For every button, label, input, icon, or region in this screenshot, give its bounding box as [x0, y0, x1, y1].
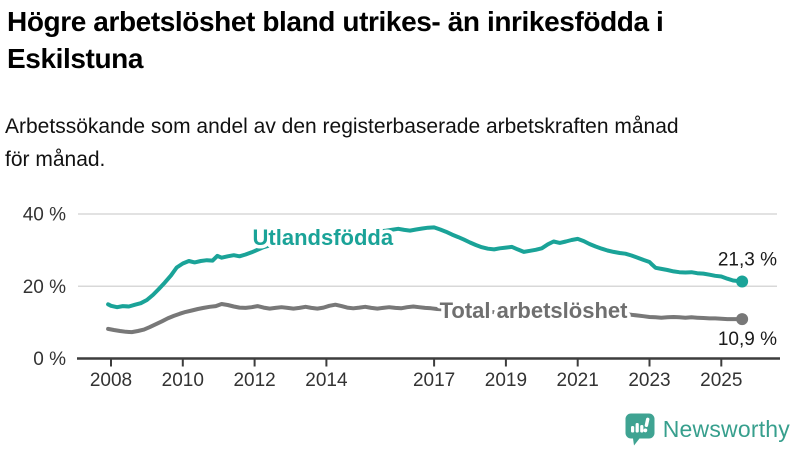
x-tick-label: 2025	[700, 370, 742, 391]
x-tick-label: 2017	[413, 370, 455, 391]
series-line-utlandsfodda	[106, 225, 745, 310]
newsworthy-logo: Newsworthy	[625, 413, 790, 446]
y-tick-label: 20 %	[23, 277, 66, 298]
series-end-dot	[736, 313, 749, 326]
y-tick-label: 40 %	[23, 205, 66, 226]
chart-subtitle: Arbetssökande som andel av den registerb…	[5, 115, 679, 171]
x-tick-label: 2019	[485, 370, 527, 391]
x-tick-label: 2008	[90, 370, 132, 391]
series-end-value-label: 21,3 %	[718, 250, 777, 271]
series-end-value-label: 10,9 %	[718, 329, 777, 350]
series-end-dot	[736, 275, 749, 288]
x-tick-label: 2023	[628, 370, 670, 391]
x-tick-label: 2014	[305, 370, 348, 391]
x-tick-label: 2012	[233, 370, 275, 391]
y-tick-label: 0 %	[33, 349, 66, 370]
series-label-utlandsfodda: Utlandsfödda	[253, 225, 394, 250]
newsworthy-wordmark: Newsworthy	[662, 416, 790, 442]
series-label-total: Total arbetslöshet	[440, 298, 629, 323]
x-tick-label: 2021	[557, 370, 599, 391]
x-tick-label: 2010	[162, 370, 204, 391]
series-line-total	[106, 302, 745, 335]
chart-title: Högre arbetslöshet bland utrikes- än inr…	[7, 6, 664, 74]
newsworthy-bar-chart-bubble-icon	[625, 413, 655, 446]
